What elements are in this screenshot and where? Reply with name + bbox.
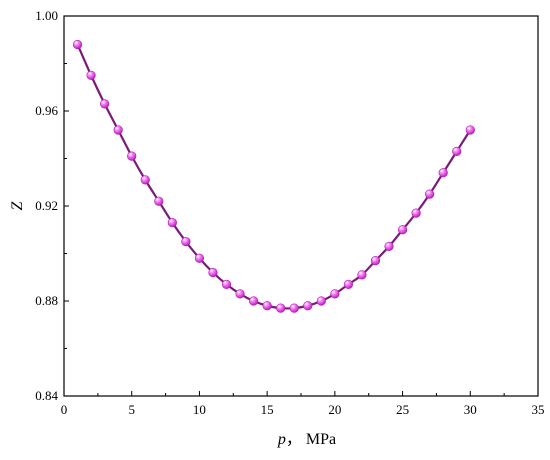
data-point bbox=[330, 289, 340, 299]
data-point bbox=[452, 146, 462, 156]
series-line-group bbox=[76, 44, 472, 310]
x-tick-label: 30 bbox=[464, 402, 477, 417]
x-axis-label: p， MPa bbox=[277, 431, 336, 448]
axes-box bbox=[63, 15, 539, 397]
x-tick-label: 25 bbox=[396, 402, 409, 417]
y-tick-label: 1.00 bbox=[35, 8, 58, 23]
data-point bbox=[425, 189, 435, 199]
data-point bbox=[303, 301, 313, 311]
y-tick-label: 0.96 bbox=[35, 103, 58, 118]
x-axis-label-variable: p bbox=[277, 431, 286, 448]
x-axis: 0 5 10 15 20 25 30 35 bbox=[61, 391, 545, 417]
data-point bbox=[140, 175, 150, 185]
data-point bbox=[249, 296, 259, 306]
data-point bbox=[235, 289, 245, 299]
data-point bbox=[370, 256, 381, 266]
data-point bbox=[357, 270, 367, 280]
x-tick-label: 10 bbox=[193, 402, 206, 417]
data-point bbox=[86, 70, 96, 80]
x-tick-label: 35 bbox=[532, 402, 545, 417]
y-axis-label: Z bbox=[9, 200, 26, 210]
data-point bbox=[72, 39, 83, 50]
x-tick-label: 5 bbox=[128, 402, 135, 417]
series-line bbox=[76, 44, 472, 310]
data-point bbox=[221, 279, 232, 289]
data-point bbox=[194, 253, 205, 263]
data-point bbox=[262, 301, 272, 311]
data-point bbox=[154, 196, 164, 206]
data-point bbox=[113, 125, 123, 135]
data-point bbox=[343, 279, 354, 289]
data-point bbox=[208, 267, 218, 278]
data-point bbox=[100, 99, 110, 109]
data-point bbox=[181, 237, 191, 247]
data-point bbox=[316, 296, 326, 306]
data-point bbox=[465, 125, 475, 135]
x-tick-label: 15 bbox=[261, 402, 274, 417]
data-point bbox=[384, 241, 394, 251]
x-tick-label: 20 bbox=[328, 402, 341, 417]
y-axis: 0.84 0.88 0.92 0.96 1.00 bbox=[35, 8, 69, 403]
series-markers-group bbox=[72, 39, 475, 313]
data-point bbox=[411, 208, 421, 218]
plot-frame bbox=[63, 15, 539, 397]
x-axis-label-unit: ， MPa bbox=[286, 431, 336, 448]
y-tick-label: 0.92 bbox=[35, 198, 58, 213]
data-point bbox=[397, 225, 408, 235]
data-point bbox=[276, 303, 286, 313]
x-tick-label: 0 bbox=[61, 402, 68, 417]
y-tick-label: 0.84 bbox=[35, 388, 58, 403]
y-tick-label: 0.88 bbox=[35, 293, 58, 308]
data-point bbox=[289, 303, 299, 313]
data-point bbox=[438, 168, 448, 178]
data-point bbox=[127, 151, 137, 161]
data-point bbox=[167, 218, 177, 228]
